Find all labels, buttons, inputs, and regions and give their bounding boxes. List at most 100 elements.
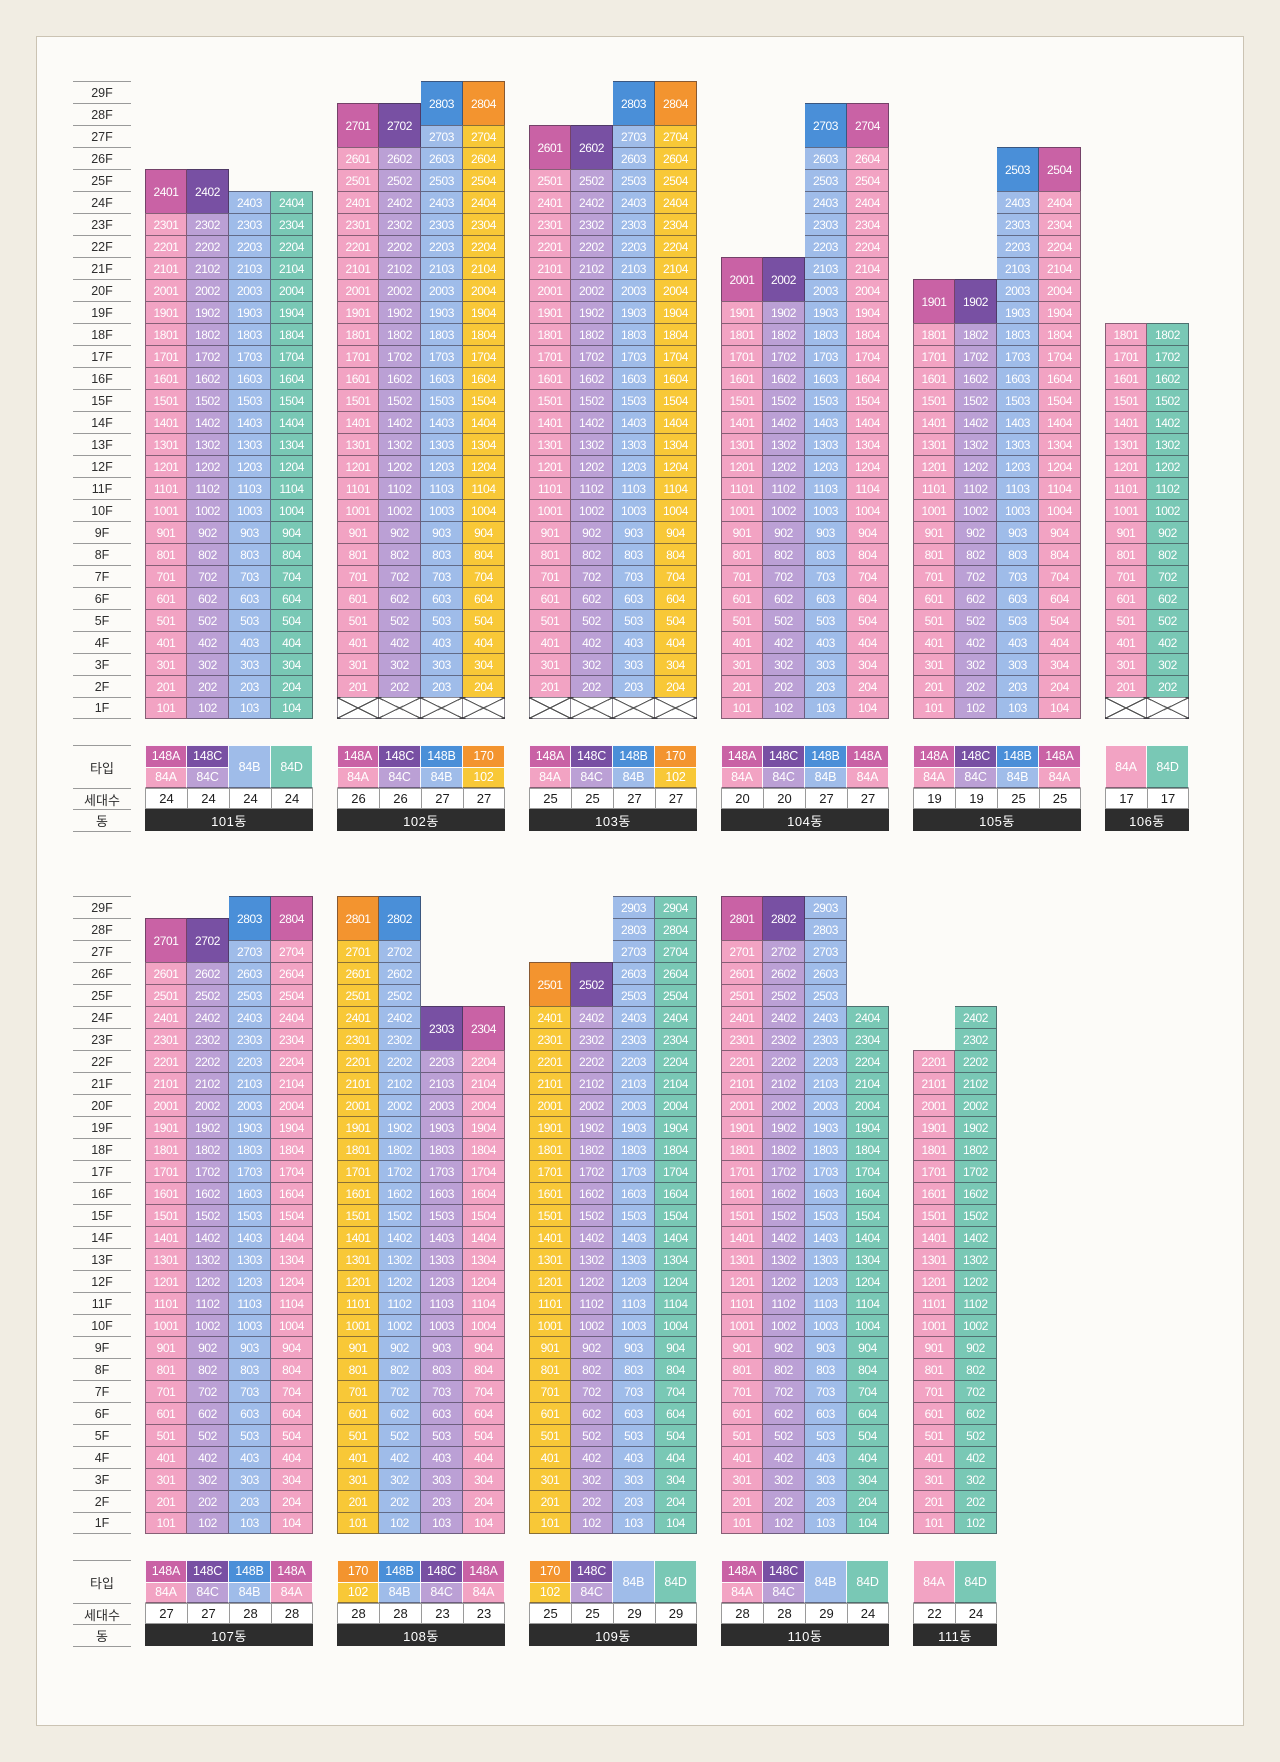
unit-cell: 904 (847, 1336, 889, 1358)
unit-cell: 2803 (613, 81, 655, 125)
unit-cell: 303 (613, 1468, 655, 1490)
unit-cell: 1204 (271, 1270, 313, 1292)
building-section-1: 29F 28F 27F 26F 25F 24F 23F 22F 21F 20F 19F 18F 17F 1… (73, 81, 1243, 719)
unit-cell: 2704 (847, 103, 889, 147)
floor-label: 24F (73, 1006, 131, 1028)
unit-cell: 1502 (1147, 389, 1189, 411)
unit-cell: 2601 (145, 962, 187, 984)
type-cell: 84D (271, 745, 313, 788)
unit-cell: 1604 (655, 1182, 697, 1204)
unit-cell: 2401 (337, 191, 379, 213)
unit-cell: 1204 (655, 1270, 697, 1292)
unit-cell: 2303 (805, 213, 847, 235)
unit-cell: 904 (463, 1336, 505, 1358)
unit-cell: 1404 (655, 411, 697, 433)
unit-cell: 1304 (655, 1248, 697, 1270)
type-cell: 84B (997, 766, 1039, 788)
unit-cell: 902 (187, 1336, 229, 1358)
unit-cell: 1601 (529, 1182, 571, 1204)
unit-cell: 2102 (571, 1072, 613, 1094)
legend-type-col: 148C 84C (955, 745, 997, 788)
unit-cell: 304 (463, 1468, 505, 1490)
unit-cell: 1403 (997, 411, 1039, 433)
unit-cell: 704 (271, 1380, 313, 1402)
unit-cell: 702 (1147, 565, 1189, 587)
type-cell: 84A (1039, 766, 1081, 788)
floor-label: 4F (73, 631, 131, 653)
unit-cell: 204 (847, 1490, 889, 1512)
unit-cell: 1604 (1039, 367, 1081, 389)
unit-cell: 203 (229, 1490, 271, 1512)
x-cell (1105, 697, 1147, 719)
unit-cell: 1801 (721, 1138, 763, 1160)
building-name-bar: 108동 (337, 1624, 505, 1646)
unit-cell: 2502 (763, 984, 805, 1006)
unit-cell: 1702 (571, 345, 613, 367)
legend-type-row: 170 102 148C 84C 84B 84D (529, 1560, 697, 1603)
unit-cell: 1201 (721, 1270, 763, 1292)
unit-cell: 1801 (913, 323, 955, 345)
legend-type-col: 84D (655, 1560, 697, 1603)
unit-cell: 2401 (721, 1006, 763, 1028)
unit-cell: 802 (379, 1358, 421, 1380)
unit-cell: 1203 (997, 455, 1039, 477)
unit-cell: 1303 (997, 433, 1039, 455)
type-cell: 84A (463, 1581, 505, 1603)
legend-type-col: 148A 84A (463, 1560, 505, 1603)
unit-cell: 202 (955, 1490, 997, 1512)
unit-cell: 1001 (337, 499, 379, 521)
unit-cell: 2002 (763, 1094, 805, 1116)
unit-cell: 901 (337, 1336, 379, 1358)
unit-cell: 404 (847, 1446, 889, 1468)
legend-type-label: 타입 (73, 745, 131, 788)
unit-cell: 302 (955, 1468, 997, 1490)
unit-cell: 2403 (613, 191, 655, 213)
unit-cell: 1602 (763, 1182, 805, 1204)
unit-cell: 802 (187, 1358, 229, 1380)
unit-cell: 2803 (229, 896, 271, 940)
unit-cell: 1704 (271, 345, 313, 367)
unit-cell: 202 (187, 1490, 229, 1512)
unit-cell: 2204 (1039, 235, 1081, 257)
type-cell: 148A (463, 1560, 505, 1582)
building-column: 2802 2702 2602 2502 2402 2302 2202 2102 2002 1902… (763, 896, 805, 1534)
unit-cell: 2303 (805, 1028, 847, 1050)
unit-cell: 904 (271, 521, 313, 543)
building-column: 1901 1801 1701 1601 1501 1401 1301 1201 1101 1001… (913, 279, 955, 719)
unit-cell: 2504 (463, 169, 505, 191)
x-cell (571, 697, 613, 719)
unit-cell: 1901 (913, 279, 955, 323)
unit-cell: 1603 (805, 367, 847, 389)
unit-cell: 304 (463, 653, 505, 675)
unit-cell: 2402 (571, 191, 613, 213)
unit-cell: 2103 (229, 257, 271, 279)
unit-cell: 1604 (463, 367, 505, 389)
floor-label: 7F (73, 1380, 131, 1402)
floor-label: 9F (73, 521, 131, 543)
unit-cell: 602 (763, 587, 805, 609)
building-section-1-legend: 타입 세대수 동 148A 84A 148C 84C 84B 84D 24 24 24 24 101동 14… (73, 745, 1243, 832)
unit-cell: 1804 (655, 323, 697, 345)
unit-cell: 102 (571, 1512, 613, 1534)
building-column: 2801 2701 2601 2501 2401 2301 2201 2101 2001 1901… (721, 896, 763, 1534)
legend-block: 148A 84A 148C 84C 148B 84B 170 102 26 26 27 27 102동 (337, 745, 505, 831)
unit-cell: 101 (145, 1512, 187, 1534)
unit-cell: 2304 (655, 1028, 697, 1050)
unit-cell: 1201 (913, 1270, 955, 1292)
unit-cell: 2403 (613, 1006, 655, 1028)
unit-cell: 903 (229, 1336, 271, 1358)
type-cell: 148C (763, 745, 805, 767)
buildings-row: 2701 2601 2501 2401 2301 2201 2101 2001 1901 1801… (145, 896, 997, 1534)
floor-label: 10F (73, 1314, 131, 1336)
unit-cell: 2604 (655, 147, 697, 169)
building-column: 2304 2204 2104 2004 1904 1804 1704 1604 1504 1404… (463, 1006, 505, 1534)
unit-cell: 1502 (379, 389, 421, 411)
x-cell (379, 697, 421, 719)
unit-cell: 1404 (271, 411, 313, 433)
unit-cell: 2303 (421, 213, 463, 235)
unit-cell: 1702 (955, 345, 997, 367)
unit-cell: 701 (721, 565, 763, 587)
unit-cell: 2804 (271, 896, 313, 940)
unit-cell: 2503 (613, 169, 655, 191)
type-cell: 84B (379, 1581, 421, 1603)
